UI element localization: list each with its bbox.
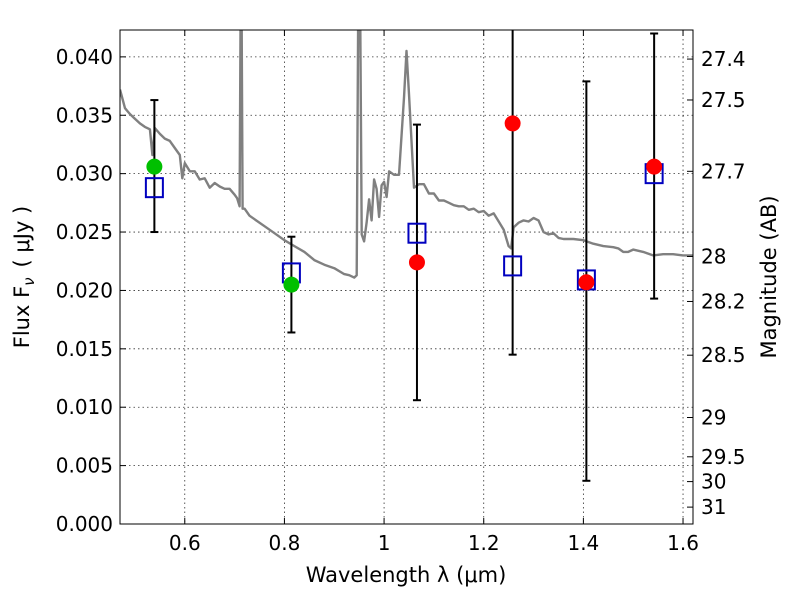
x-axis-label: Wavelength λ (μm) — [306, 563, 507, 587]
x-tick-label: 1 — [378, 531, 391, 555]
y-tick-label: 0.010 — [56, 395, 113, 419]
y2-tick-label: 28.5 — [701, 343, 746, 367]
y2-tick-label: 29.5 — [701, 445, 746, 469]
plot-frame — [119, 29, 694, 525]
observed-flux-point — [146, 158, 163, 175]
x-tick-label: 1.4 — [567, 531, 599, 555]
y2-tick-label: 30 — [701, 470, 726, 494]
x-axis-ticks: 0.6 0.8 1 1.2 1.4 1.6 — [169, 30, 699, 555]
observed-flux-point — [646, 158, 663, 175]
y-axis-label-subscript: ν — [20, 277, 38, 285]
y-axis-ticks: 0.000 0.005 0.010 0.015 0.020 0.025 0.030 0.035… — [56, 45, 126, 536]
y2-tick-label: 27.7 — [701, 159, 746, 183]
y-axis-label: Flux Fν ( μJy ) — [10, 206, 38, 349]
spectrum-line — [120, 30, 693, 279]
y2-tick-label: 28.2 — [701, 289, 746, 313]
x-tick-label: 1.2 — [468, 531, 500, 555]
model-photometry-square — [503, 255, 523, 277]
x-tick-label: 0.6 — [169, 531, 201, 555]
y-tick-label: 0.035 — [56, 103, 113, 127]
y-tick-label: 0.020 — [56, 278, 113, 302]
y-tick-label: 0.040 — [56, 45, 113, 69]
y-tick-label: 0.015 — [56, 337, 113, 361]
model-photometry-square — [144, 177, 164, 199]
spectrum-layer — [120, 30, 693, 279]
y-axis-label-main: Flux F — [10, 286, 34, 348]
y-tick-label: 0.005 — [56, 454, 113, 478]
model-photometry-square — [407, 222, 427, 244]
y2-tick-label: 29 — [701, 405, 726, 429]
y-tick-label: 0.030 — [56, 162, 113, 186]
x-tick-label: 0.8 — [269, 531, 301, 555]
observed-flux-point — [578, 274, 595, 291]
y2-axis-label: Magnitude (AB) — [757, 195, 781, 358]
x-tick-label: 1.6 — [667, 531, 699, 555]
y2-tick-label: 27.4 — [701, 47, 746, 71]
y-axis-label-unit: ( μJy ) — [10, 206, 34, 268]
plot-area — [120, 30, 693, 524]
observed-flux-point — [283, 276, 300, 293]
observed-flux-point — [504, 115, 521, 132]
y2-tick-label: 28 — [701, 244, 726, 268]
y2-tick-label: 31 — [701, 495, 726, 519]
marker-layer — [144, 115, 664, 293]
y2-tick-label: 27.5 — [701, 88, 746, 112]
y-tick-label: 0.000 — [56, 512, 113, 536]
y-tick-label: 0.025 — [56, 220, 113, 244]
observed-flux-point — [408, 254, 425, 271]
